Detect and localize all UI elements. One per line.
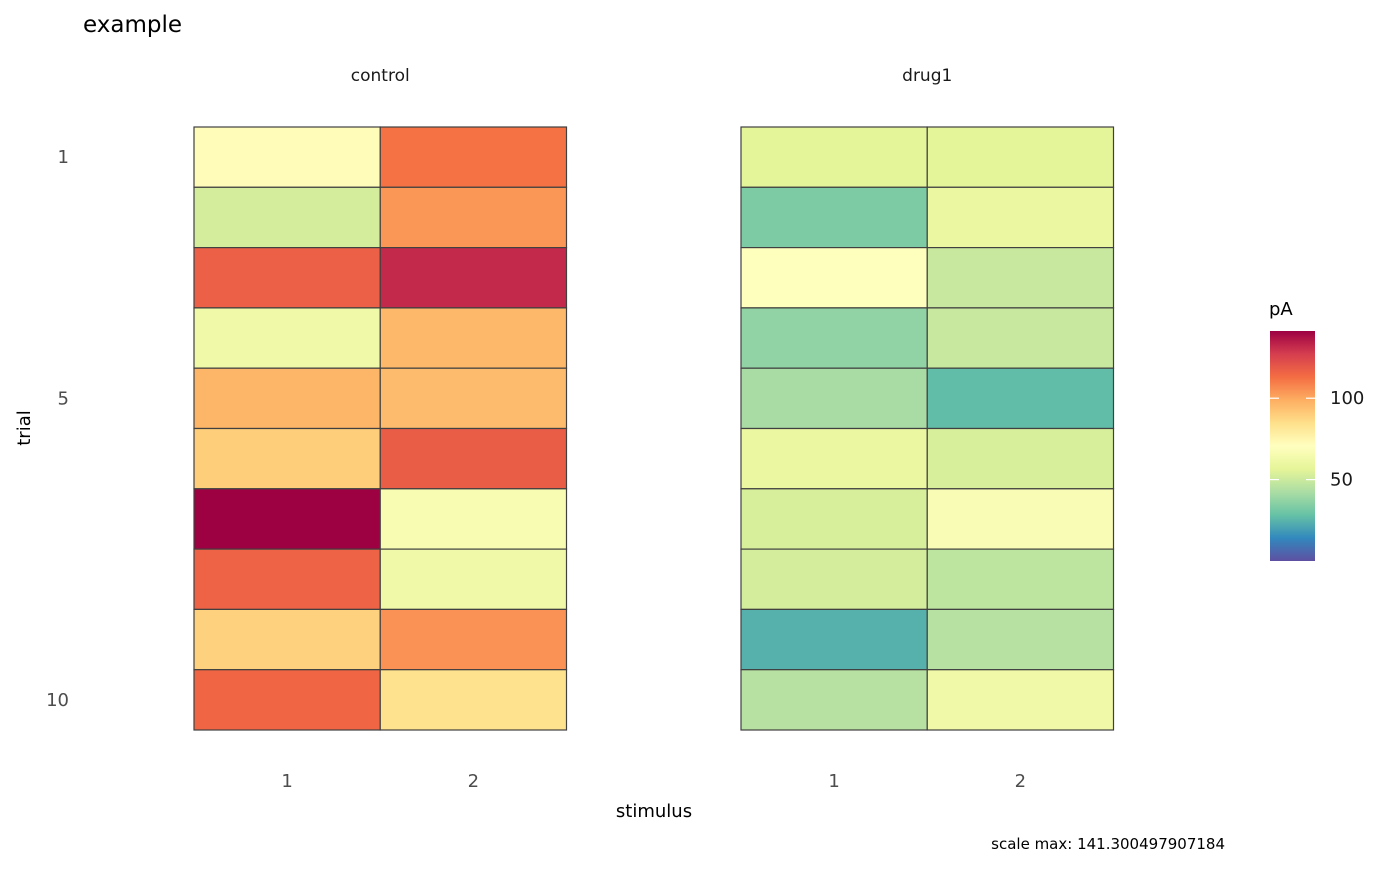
y-tick-label: 10 bbox=[46, 690, 69, 711]
y-tick-label: 5 bbox=[58, 388, 69, 409]
heatmap-cell bbox=[379, 367, 568, 430]
heatmap-cell bbox=[379, 427, 568, 490]
heatmap-cell bbox=[193, 367, 381, 430]
legend-tick-label: 100 bbox=[1330, 388, 1364, 409]
chart-title: example bbox=[83, 12, 182, 38]
legend-tick-label: 50 bbox=[1330, 470, 1353, 491]
heatmap-cell bbox=[193, 669, 381, 731]
panel-control: control 1 2 bbox=[193, 66, 568, 792]
heatmap-cell bbox=[740, 126, 928, 188]
panels-layer: control 1 2 drug1 1 2 bbox=[193, 66, 1115, 792]
y-axis-label: trial bbox=[14, 410, 35, 446]
legend-title: pA bbox=[1269, 299, 1293, 320]
heatmap-cell bbox=[379, 669, 568, 731]
legend: pA 50 100 bbox=[1269, 299, 1364, 561]
heatmap-cell bbox=[740, 608, 928, 671]
x-tick-label: 2 bbox=[468, 771, 479, 792]
heatmap-cell bbox=[740, 367, 928, 430]
x-tick-label: 1 bbox=[281, 771, 292, 792]
heatmap-cell bbox=[379, 488, 568, 550]
x-tick-label: 1 bbox=[828, 771, 839, 792]
heatmap-cell bbox=[926, 307, 1115, 369]
heatmap-cell bbox=[926, 247, 1115, 309]
heatmap-cell bbox=[926, 488, 1115, 550]
heatmap-cell bbox=[193, 307, 381, 369]
heatmap-cell bbox=[193, 488, 381, 550]
heatmap-cell bbox=[926, 608, 1115, 671]
x-axis-label: stimulus bbox=[616, 801, 692, 822]
heatmap-cell bbox=[379, 548, 568, 610]
heatmap-cell bbox=[740, 307, 928, 369]
heatmap-cell bbox=[379, 307, 568, 369]
facet-label: drug1 bbox=[902, 66, 952, 86]
legend-color-bar bbox=[1270, 331, 1315, 561]
heatmap-cell bbox=[926, 548, 1115, 610]
heatmap-cell bbox=[193, 548, 381, 610]
panel-drug1: drug1 1 2 bbox=[740, 66, 1115, 792]
heatmap-cell bbox=[193, 126, 381, 188]
heatmap-cell bbox=[740, 186, 928, 249]
heatmap-cell bbox=[740, 427, 928, 490]
heatmap-cell bbox=[926, 669, 1115, 731]
heatmap-cell bbox=[193, 247, 381, 309]
scale-max-caption: scale max: 141.300497907184 bbox=[991, 835, 1225, 853]
heatmap-cell bbox=[740, 247, 928, 309]
heatmap-cell bbox=[740, 548, 928, 610]
heatmap-cell bbox=[379, 608, 568, 671]
heatmap-cell bbox=[926, 427, 1115, 490]
heatmap-cell bbox=[926, 186, 1115, 249]
heatmap-cell bbox=[379, 186, 568, 249]
heatmap-cell bbox=[379, 247, 568, 309]
heatmap-cell bbox=[193, 427, 381, 490]
heatmap-cell bbox=[740, 669, 928, 731]
heatmap-cell bbox=[193, 608, 381, 671]
facet-label: control bbox=[351, 66, 410, 86]
heatmap-cell bbox=[740, 488, 928, 550]
heatmap-cell bbox=[193, 186, 381, 249]
legend-ticks: 50 100 bbox=[1270, 388, 1364, 491]
heatmap-cell bbox=[379, 126, 568, 188]
y-tick-label: 1 bbox=[58, 147, 69, 168]
heatmap-cell bbox=[926, 126, 1115, 188]
x-tick-label: 2 bbox=[1015, 771, 1026, 792]
heatmap-cell bbox=[926, 367, 1115, 430]
